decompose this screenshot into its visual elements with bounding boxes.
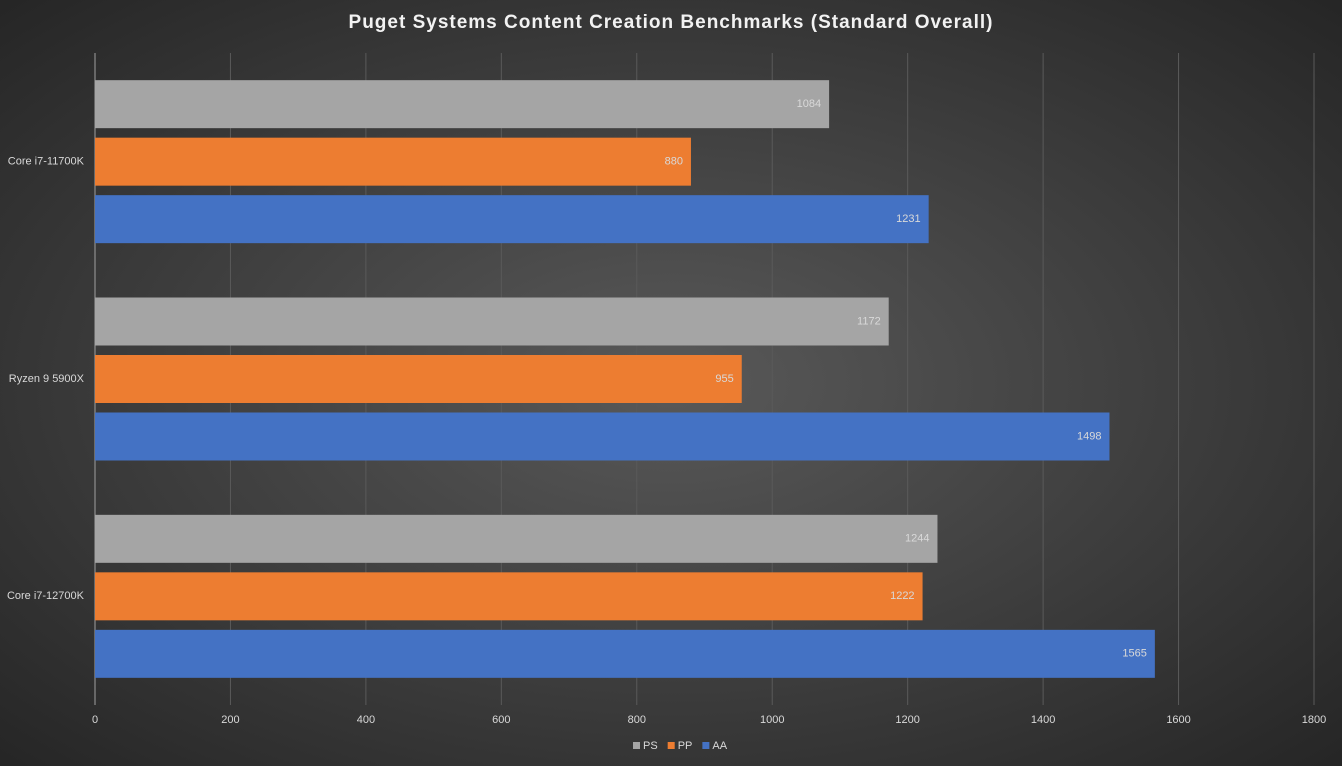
bar: [95, 572, 923, 621]
y-tick-label: Core i7-11700K: [8, 156, 85, 168]
y-tick-label: Ryzen 9 5900X: [9, 373, 85, 385]
bar: [95, 629, 1155, 678]
data-label: 955: [715, 373, 733, 385]
legend-label: AA: [712, 740, 727, 752]
data-label: 1231: [896, 213, 920, 225]
data-label: 1565: [1122, 648, 1146, 660]
y-tick-label: Core i7-12700K: [7, 590, 85, 602]
legend-swatch: [667, 742, 675, 749]
bar: [95, 412, 1110, 461]
x-tick-label: 0: [92, 714, 98, 726]
x-tick-label: 400: [357, 714, 375, 726]
legend-label: PP: [678, 740, 693, 752]
x-tick-label: 200: [221, 714, 239, 726]
data-label: 880: [665, 156, 683, 168]
bar: [95, 195, 929, 244]
bar: [95, 137, 691, 186]
x-tick-label: 1400: [1031, 714, 1055, 726]
bar: [95, 514, 938, 563]
legend-swatch: [702, 742, 710, 749]
x-tick-label: 800: [628, 714, 646, 726]
bar: [95, 80, 830, 129]
legend-label: PS: [643, 740, 658, 752]
x-tick-label: 1600: [1166, 714, 1190, 726]
legend-swatch: [633, 742, 640, 749]
x-tick-label: 1800: [1302, 714, 1326, 726]
data-label: 1222: [890, 590, 914, 602]
data-label: 1084: [797, 98, 821, 110]
bar: [95, 297, 889, 346]
data-label: 1498: [1077, 430, 1101, 442]
x-tick-label: 1000: [760, 714, 784, 726]
data-label: 1244: [905, 533, 929, 545]
x-tick-label: 600: [492, 714, 510, 726]
data-label: 1172: [857, 315, 881, 327]
chart-title: Puget Systems Content Creation Benchmark…: [349, 12, 994, 33]
bar: [95, 355, 742, 403]
x-tick-label: 1200: [895, 714, 919, 726]
